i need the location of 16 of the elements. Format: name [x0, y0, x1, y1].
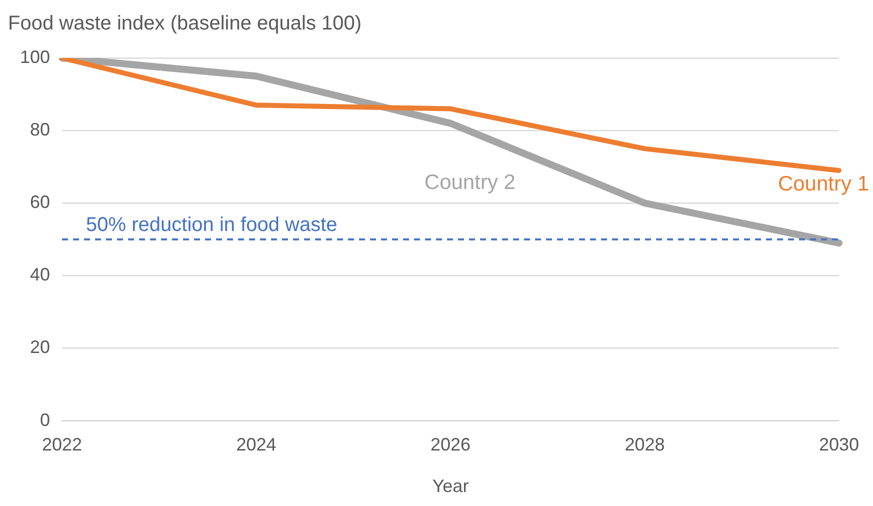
y-tick-label: 80 [30, 120, 50, 140]
y-tick-label: 100 [20, 46, 50, 67]
x-tick-label: 2022 [42, 434, 82, 455]
x-tick-label: 2030 [818, 434, 859, 455]
y-tick-label: 0 [40, 410, 50, 430]
y-axis-title: Food waste index (baseline equals 100) [8, 12, 362, 35]
x-tick-label: 2026 [430, 434, 471, 455]
series-label: Country 1 [778, 172, 869, 196]
x-tick-label: 2024 [236, 434, 276, 455]
x-axis-title: Year [432, 476, 469, 496]
x-tick-label: 2028 [624, 434, 665, 455]
y-tick-label: 40 [30, 264, 50, 285]
ref-line-label: 50% reduction in food waste [86, 214, 338, 236]
y-tick-label: 60 [30, 192, 50, 212]
y-tick-label: 20 [30, 337, 50, 358]
series-label: Country 2 [424, 170, 516, 194]
